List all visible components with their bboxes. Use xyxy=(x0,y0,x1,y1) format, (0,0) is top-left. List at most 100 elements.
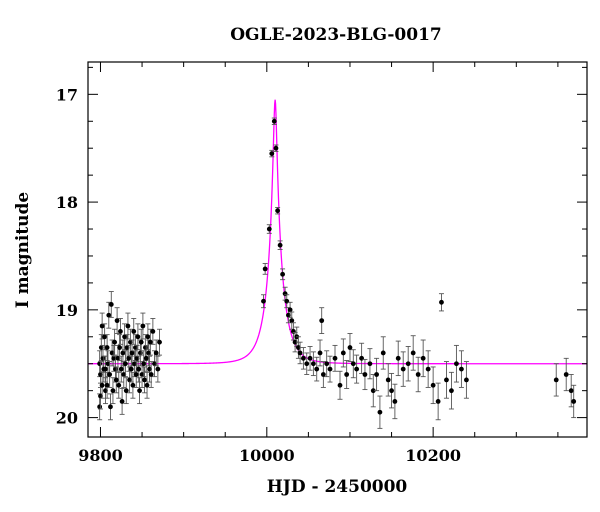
data-marker xyxy=(420,355,426,361)
data-marker xyxy=(108,302,114,307)
data-marker xyxy=(280,271,286,277)
data-point xyxy=(337,370,343,400)
data-marker xyxy=(143,355,149,361)
data-marker xyxy=(114,318,120,324)
data-marker xyxy=(126,355,132,361)
data-marker xyxy=(415,372,421,377)
data-marker xyxy=(97,404,103,410)
data-marker xyxy=(332,355,338,361)
data-marker xyxy=(147,366,152,372)
data-point xyxy=(275,207,281,215)
data-marker xyxy=(97,361,103,367)
data-point xyxy=(563,357,569,392)
data-marker xyxy=(301,355,306,361)
data-marker xyxy=(141,361,147,367)
data-point xyxy=(370,374,376,408)
data-marker xyxy=(459,366,464,372)
data-point xyxy=(425,350,431,388)
data-marker xyxy=(99,323,105,329)
data-point xyxy=(104,334,110,361)
data-marker xyxy=(425,366,431,372)
data-marker xyxy=(128,339,133,345)
data-marker xyxy=(571,399,577,404)
data-point xyxy=(273,144,279,152)
data-marker xyxy=(146,350,152,356)
x-axis-label: HJD - 2450000 xyxy=(267,477,408,497)
data-marker xyxy=(134,355,140,361)
data-point xyxy=(266,224,272,234)
data-point xyxy=(347,333,353,363)
model-curve xyxy=(88,99,587,365)
data-marker xyxy=(157,339,162,345)
data-marker xyxy=(124,345,130,350)
data-marker xyxy=(359,355,365,361)
data-marker xyxy=(115,355,121,361)
data-point xyxy=(107,393,113,421)
data-marker xyxy=(118,328,123,334)
data-marker xyxy=(98,372,103,377)
data-marker xyxy=(123,388,129,394)
data-marker xyxy=(464,377,469,383)
data-marker xyxy=(127,377,132,383)
data-marker xyxy=(340,350,346,356)
data-marker xyxy=(367,361,373,367)
model-curve-layer xyxy=(88,99,587,365)
data-point xyxy=(367,348,373,380)
data-marker xyxy=(284,298,290,304)
data-marker xyxy=(136,366,142,372)
data-point xyxy=(344,360,350,389)
data-point xyxy=(405,346,411,382)
data-point xyxy=(119,388,125,415)
data-marker xyxy=(138,339,144,345)
data-marker xyxy=(100,355,106,361)
y-tick-label: 17 xyxy=(56,85,78,104)
data-marker xyxy=(277,242,283,248)
data-marker xyxy=(123,361,128,367)
data-marker xyxy=(374,372,379,377)
data-marker xyxy=(104,345,110,350)
data-marker xyxy=(275,208,281,214)
data-marker xyxy=(132,361,137,367)
data-point xyxy=(317,339,323,367)
data-marker xyxy=(133,345,138,350)
data-marker xyxy=(102,334,108,340)
data-point xyxy=(125,312,131,340)
data-marker xyxy=(153,350,159,356)
data-marker xyxy=(155,366,161,372)
data-point xyxy=(287,301,293,318)
data-marker xyxy=(553,377,559,383)
data-marker xyxy=(142,377,147,383)
data-point xyxy=(297,341,303,365)
data-marker xyxy=(307,355,313,361)
data-points-layer xyxy=(97,117,577,429)
data-point xyxy=(153,339,159,367)
y-tick-label: 19 xyxy=(56,301,78,320)
data-marker xyxy=(444,377,449,383)
data-marker xyxy=(435,399,441,404)
data-point xyxy=(150,318,156,345)
data-marker xyxy=(120,350,126,356)
data-marker xyxy=(405,361,411,367)
data-marker xyxy=(129,350,135,356)
data-point xyxy=(262,263,268,275)
data-marker xyxy=(113,377,119,383)
data-marker xyxy=(304,361,310,367)
axis-ticks: 9800 10000 10200 17 18 19 20 xyxy=(56,62,587,465)
data-point xyxy=(380,336,386,370)
data-marker xyxy=(289,318,295,324)
data-marker xyxy=(105,361,111,367)
data-marker xyxy=(292,339,298,345)
data-point xyxy=(377,395,383,429)
data-point xyxy=(123,377,129,405)
data-marker xyxy=(112,339,118,345)
data-marker xyxy=(145,334,151,340)
data-point xyxy=(400,351,406,387)
data-marker xyxy=(568,388,574,394)
data-marker xyxy=(110,388,116,394)
data-marker xyxy=(103,388,108,394)
data-marker xyxy=(148,372,154,377)
data-marker xyxy=(400,366,406,372)
data-marker xyxy=(449,388,454,394)
data-marker xyxy=(261,298,266,304)
data-point xyxy=(415,356,421,393)
